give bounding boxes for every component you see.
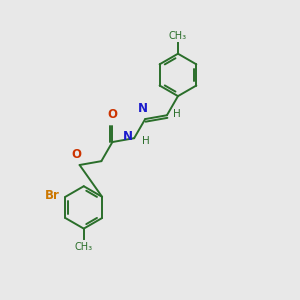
Text: O: O	[107, 108, 117, 121]
Text: CH₃: CH₃	[75, 242, 93, 252]
Text: N: N	[123, 130, 133, 143]
Text: H: H	[173, 109, 181, 119]
Text: H: H	[142, 136, 149, 146]
Text: Br: Br	[45, 189, 60, 202]
Text: N: N	[138, 102, 148, 115]
Text: CH₃: CH₃	[169, 31, 187, 41]
Text: O: O	[71, 148, 81, 160]
